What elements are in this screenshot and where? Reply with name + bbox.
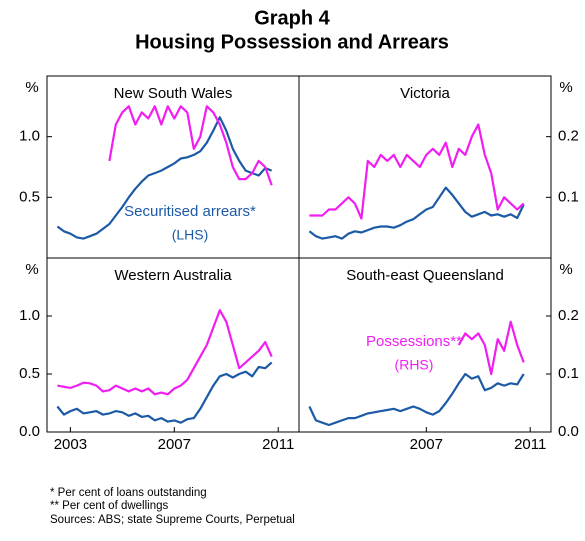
x-tick-label: 2007 bbox=[158, 436, 191, 453]
y-tick-label: 0.0 bbox=[19, 423, 40, 440]
panel-frame bbox=[298, 75, 552, 259]
chart-subtitle: Housing Possession and Arrears bbox=[135, 31, 449, 53]
series-line bbox=[309, 123, 525, 220]
panel-frame bbox=[298, 257, 552, 433]
panel-title: South-east Queensland bbox=[346, 267, 504, 284]
x-tick-label: 2011 bbox=[514, 436, 546, 453]
y-axis-label: % bbox=[25, 79, 38, 96]
annotation: Possessions** bbox=[366, 333, 462, 350]
x-tick-label: 2011 bbox=[262, 436, 294, 453]
y-tick-label: 1.0 bbox=[19, 128, 40, 145]
y-tick-label: 1.0 bbox=[19, 307, 40, 324]
annotation: (LHS) bbox=[172, 227, 209, 243]
annotation: Securitised arrears* bbox=[124, 203, 256, 220]
y2-tick-label: 0.1 bbox=[558, 188, 579, 205]
series-line bbox=[308, 372, 525, 427]
y2-axis-label: % bbox=[559, 261, 572, 278]
series-line bbox=[56, 116, 273, 240]
chart-title: Graph 4 bbox=[254, 7, 330, 29]
y2-tick-label: 0.1 bbox=[558, 365, 579, 382]
panel-title: Victoria bbox=[400, 85, 450, 102]
y2-tick-label: 0.2 bbox=[558, 128, 579, 145]
y-tick-label: 0.5 bbox=[19, 365, 40, 382]
y2-tick-label: 0.0 bbox=[558, 423, 579, 440]
series-line bbox=[308, 186, 525, 240]
series-line bbox=[57, 309, 273, 396]
x-tick-label: 2003 bbox=[54, 436, 87, 453]
series-line bbox=[108, 105, 273, 186]
panel-title: New South Wales bbox=[114, 85, 233, 102]
y2-axis-label: % bbox=[559, 79, 572, 96]
panel-title: Western Australia bbox=[114, 267, 232, 284]
series-line bbox=[457, 320, 525, 376]
x-tick-label: 2007 bbox=[410, 436, 443, 453]
footnote: * Per cent of loans outstanding bbox=[50, 487, 207, 499]
footnote: ** Per cent of dwellings bbox=[50, 500, 169, 512]
source-note: Sources: ABS; state Supreme Courts, Perp… bbox=[50, 514, 295, 526]
y2-tick-label: 0.2 bbox=[558, 307, 579, 324]
y-tick-label: 0.5 bbox=[19, 188, 40, 205]
panel-frame bbox=[46, 257, 300, 433]
annotation: (RHS) bbox=[395, 357, 434, 373]
series-line bbox=[56, 361, 273, 424]
y-axis-label: % bbox=[25, 261, 38, 278]
